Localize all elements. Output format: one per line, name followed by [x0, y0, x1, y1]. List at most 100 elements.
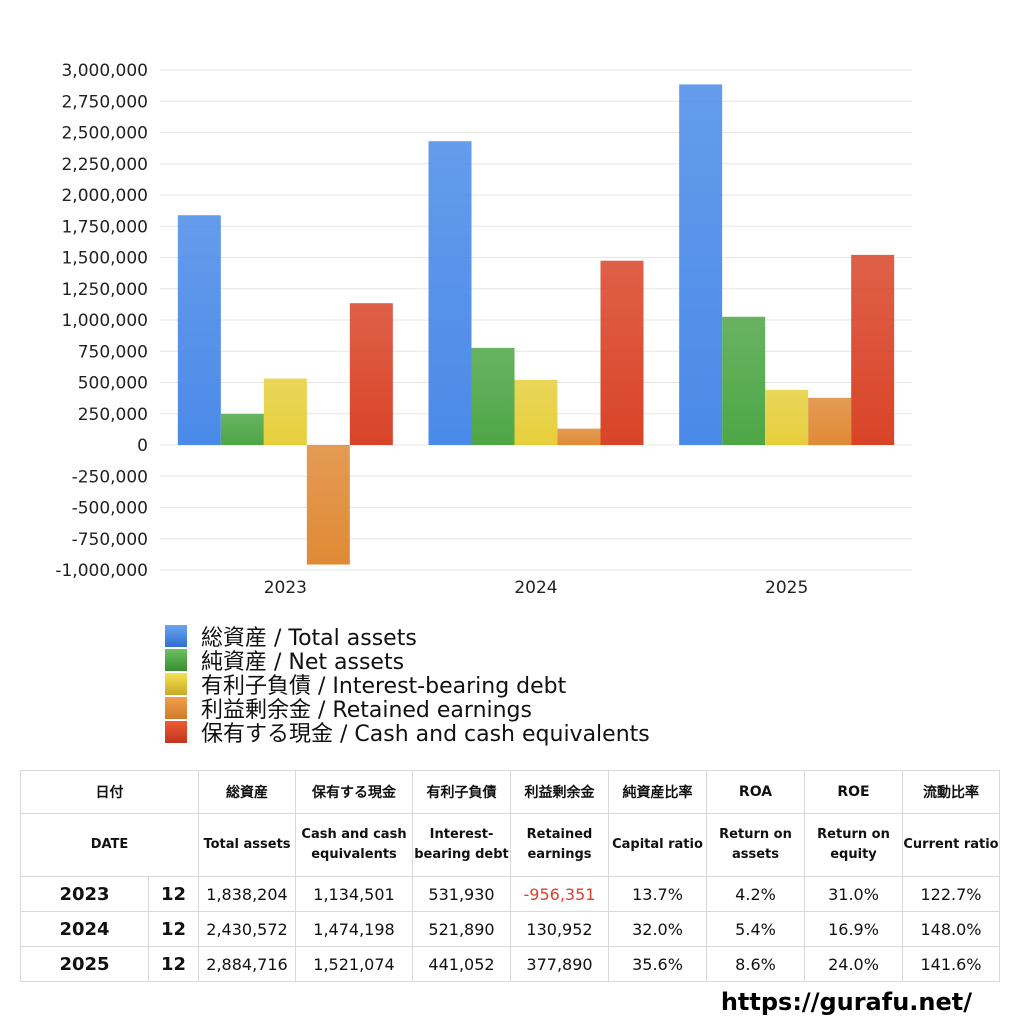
cell-roa: 5.4%	[706, 911, 805, 947]
y-tick-label: 1,750,000	[61, 217, 148, 237]
x-axis-ticks: 2023 2024 2025	[264, 578, 809, 598]
bar	[220, 413, 264, 445]
legend: 総資産 / Total assets 純資産 / Net assets 有利子負…	[165, 624, 650, 747]
y-tick-label: 0	[137, 436, 148, 456]
grid-lines	[160, 69, 912, 571]
cell-capital-ratio: 32.0%	[608, 911, 707, 947]
header-roe-en: Return on equity	[804, 813, 903, 877]
header-total-assets-en: Total assets	[198, 813, 296, 877]
bar	[600, 260, 644, 445]
y-tick-label: 2,000,000	[61, 186, 148, 206]
legend-swatch	[165, 649, 187, 671]
header-roa: ROA	[706, 770, 805, 814]
cell-debt: 531,930	[412, 876, 511, 912]
bar	[306, 445, 350, 565]
bar	[851, 254, 895, 445]
header-roe: ROE	[804, 770, 903, 814]
bar-chart: 3,000,000 2,750,000 2,500,000 2,250,000 2,00…	[55, 61, 912, 598]
legend-label: 純資産 / Net assets	[201, 650, 405, 675]
cell-total-assets: 2,884,716	[198, 946, 296, 982]
cell-retained: 377,890	[510, 946, 609, 982]
y-tick-label: 3,000,000	[61, 61, 148, 81]
bar	[428, 141, 472, 445]
header-total-assets-ja: 総資産	[198, 770, 296, 814]
bar	[765, 389, 809, 445]
table-header-ja: 日付 総資産 保有する現金 有利子負債 利益剰余金 純資産比率 ROA ROE …	[20, 770, 1000, 814]
y-tick-label: 1,250,000	[61, 280, 148, 300]
site-url: https://gurafu.net/	[720, 988, 972, 1016]
header-cash-en: Cash and cash equivalents	[295, 813, 413, 877]
bar	[808, 397, 852, 445]
cell-retained: -956,351	[510, 876, 609, 912]
header-date-en: DATE	[20, 813, 199, 877]
x-tick-label: 2024	[514, 578, 557, 598]
header-debt-ja: 有利子負債	[412, 770, 511, 814]
bar	[471, 347, 515, 445]
cell-roe: 31.0%	[804, 876, 903, 912]
header-capital-ratio-en: Capital ratio	[608, 813, 707, 877]
y-tick-label: -250,000	[72, 467, 148, 487]
x-tick-label: 2025	[765, 578, 808, 598]
cell-year: 2023	[20, 876, 149, 912]
legend-item: 保有する現金 / Cash and cash equivalents	[165, 720, 650, 747]
header-current-ratio-en: Current ratio	[902, 813, 1000, 877]
legend-label: 保有する現金 / Cash and cash equivalents	[201, 722, 650, 747]
y-tick-label: -1,000,000	[55, 561, 148, 581]
y-tick-label: 2,500,000	[61, 124, 148, 144]
y-tick-label: 1,500,000	[61, 249, 148, 269]
cell-month: 12	[148, 911, 199, 947]
table-row: 2025 12 2,884,716 1,521,074 441,052 377,…	[20, 946, 1000, 982]
y-tick-label: 1,000,000	[61, 311, 148, 331]
cell-debt: 441,052	[412, 946, 511, 982]
header-current-ratio-ja: 流動比率	[902, 770, 1000, 814]
cell-month: 12	[148, 946, 199, 982]
legend-swatch	[165, 697, 187, 719]
header-roa-en: Return on assets	[706, 813, 805, 877]
table-row: 2024 12 2,430,572 1,474,198 521,890 130,…	[20, 911, 1000, 947]
bar	[514, 379, 558, 445]
header-cash-ja: 保有する現金	[295, 770, 413, 814]
cell-year: 2024	[20, 911, 149, 947]
cell-roa: 8.6%	[706, 946, 805, 982]
cell-roa: 4.2%	[706, 876, 805, 912]
table-row: 2023 12 1,838,204 1,134,501 531,930 -956…	[20, 876, 1000, 912]
cell-current-ratio: 141.6%	[902, 946, 1000, 982]
cell-capital-ratio: 35.6%	[608, 946, 707, 982]
cell-cash: 1,474,198	[295, 911, 413, 947]
y-tick-label: 750,000	[78, 342, 148, 362]
cell-debt: 521,890	[412, 911, 511, 947]
y-tick-label: -500,000	[72, 499, 148, 519]
cell-year: 2025	[20, 946, 149, 982]
y-axis-ticks: 3,000,000 2,750,000 2,500,000 2,250,000 2,00…	[55, 61, 148, 581]
cell-cash: 1,134,501	[295, 876, 413, 912]
legend-item: 純資産 / Net assets	[165, 648, 650, 675]
bar	[557, 428, 601, 445]
x-tick-label: 2023	[264, 578, 307, 598]
legend-swatch	[165, 721, 187, 743]
financial-table: 日付 総資産 保有する現金 有利子負債 利益剰余金 純資産比率 ROA ROE …	[20, 770, 1000, 982]
legend-label: 総資産 / Total assets	[201, 626, 417, 651]
header-capital-ratio-ja: 純資産比率	[608, 770, 707, 814]
bar	[349, 303, 393, 445]
y-tick-label: 2,250,000	[61, 155, 148, 175]
legend-label: 利益剰余金 / Retained earnings	[201, 698, 532, 723]
cell-current-ratio: 122.7%	[902, 876, 1000, 912]
bar	[177, 215, 221, 445]
bar	[263, 378, 307, 445]
legend-item: 総資産 / Total assets	[165, 624, 650, 651]
bars	[177, 84, 895, 565]
bar	[722, 316, 766, 445]
cell-month: 12	[148, 876, 199, 912]
cell-total-assets: 2,430,572	[198, 911, 296, 947]
y-tick-label: -750,000	[72, 530, 148, 550]
legend-label: 有利子負債 / Interest-bearing debt	[201, 674, 567, 699]
cell-roe: 16.9%	[804, 911, 903, 947]
cell-cash: 1,521,074	[295, 946, 413, 982]
legend-item: 有利子負債 / Interest-bearing debt	[165, 672, 650, 699]
cell-roe: 24.0%	[804, 946, 903, 982]
header-debt-en: Interest-bearing debt	[412, 813, 511, 877]
bar	[679, 84, 723, 446]
cell-retained: 130,952	[510, 911, 609, 947]
y-tick-label: 500,000	[78, 374, 148, 394]
cell-current-ratio: 148.0%	[902, 911, 1000, 947]
